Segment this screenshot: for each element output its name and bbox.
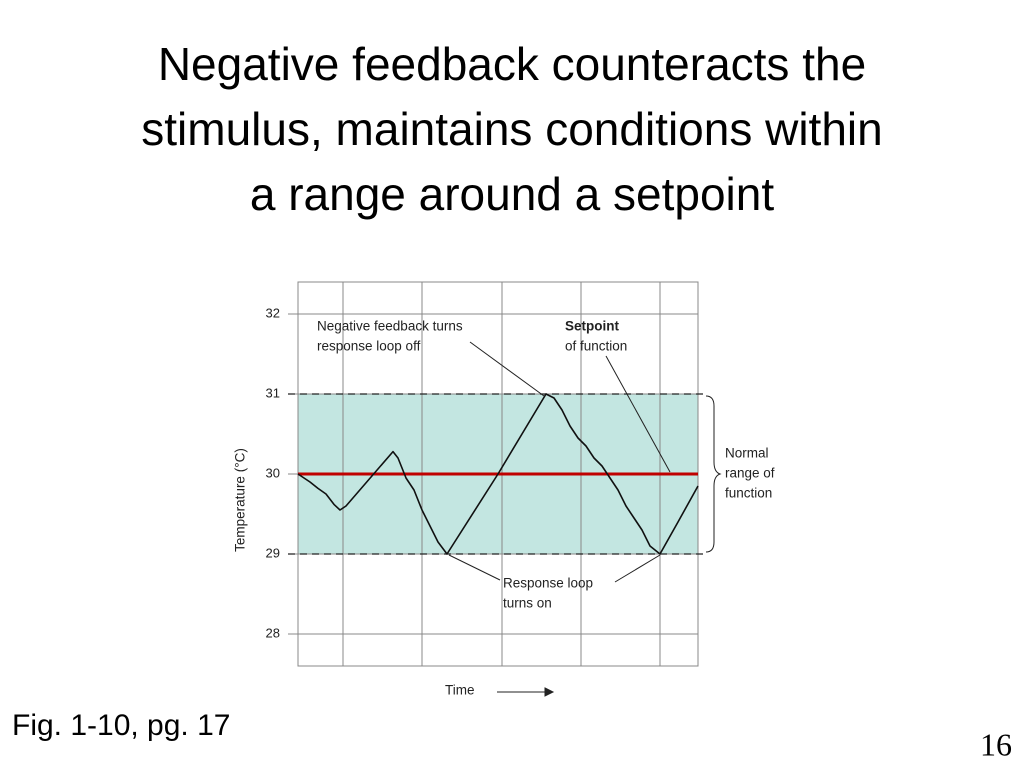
slide-title: a range around a setpoint xyxy=(250,168,775,220)
y-tick-label: 28 xyxy=(266,625,280,640)
annotation: Normal xyxy=(725,446,769,461)
annotation: Negative feedback turns xyxy=(317,319,463,334)
y-tick-label: 31 xyxy=(266,385,280,400)
annotation: response loop off xyxy=(317,339,421,354)
page-number: 16 xyxy=(980,726,1012,762)
slide-title: Negative feedback counteracts the xyxy=(158,38,866,90)
annotation: Response loop xyxy=(503,576,593,591)
temperature-line xyxy=(297,393,699,555)
x-axis-label: Time xyxy=(445,683,475,698)
y-tick-label: 30 xyxy=(266,465,280,480)
annotation: range of xyxy=(725,466,775,481)
annotation: of function xyxy=(565,339,627,354)
annotation: Setpoint xyxy=(565,319,619,334)
annotation-pointers xyxy=(448,341,722,697)
y-tick-label: 32 xyxy=(266,305,280,320)
y-tick-label: 29 xyxy=(266,545,280,560)
annotation: turns on xyxy=(503,596,552,611)
caption: Fig. 1-10, pg. 17 xyxy=(12,709,230,742)
slide-title: stimulus, maintains conditions within xyxy=(141,103,882,155)
chart-overlay xyxy=(288,393,708,555)
y-axis-label: Temperature (°C) xyxy=(233,448,248,552)
annotation: function xyxy=(725,486,772,501)
